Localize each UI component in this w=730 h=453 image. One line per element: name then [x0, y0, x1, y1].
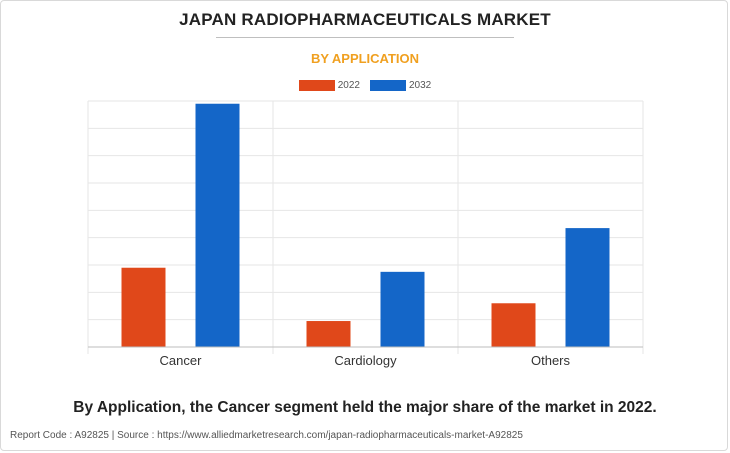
footer-separator: | [111, 430, 115, 441]
title-divider [216, 37, 514, 38]
source-text: Source : https://www.alliedmarketresearc… [117, 430, 523, 441]
legend-item-2032[interactable]: 2032 [370, 80, 431, 91]
bars [121, 103, 610, 347]
x-axis: Cancer Cardiology Others [88, 346, 643, 368]
legend-item-2022[interactable]: 2022 [298, 80, 360, 91]
bar-others-2022 [491, 303, 536, 347]
footer: Report Code : A92825 | Source : https://… [10, 430, 523, 441]
bar-cancer-2022 [121, 267, 166, 347]
x-tick-label-cardiology: Cardiology [334, 353, 397, 368]
bar-cardiology-2032 [380, 271, 425, 347]
x-tick-label-cancer: Cancer [160, 353, 203, 368]
legend-label-2032: 2032 [409, 80, 432, 91]
legend-swatch-2022 [298, 80, 335, 91]
report-code: Report Code : A92825 [10, 430, 109, 441]
chart-subtitle: BY APPLICATION [310, 51, 420, 66]
grid-lines [87, 100, 644, 354]
legend-label-2022: 2022 [337, 80, 360, 91]
chart-title: JAPAN RADIOPHARMACEUTICALS MARKET [179, 10, 551, 29]
bar-others-2032 [565, 228, 610, 347]
legend-swatch-2032 [370, 80, 406, 91]
bar-cancer-2032 [195, 103, 240, 347]
bar-cardiology-2022 [306, 321, 351, 347]
chart-caption: By Application, the Cancer segment held … [73, 399, 657, 416]
x-tick-label-others: Others [531, 353, 571, 368]
legend: 2022 2032 [0, 80, 730, 91]
